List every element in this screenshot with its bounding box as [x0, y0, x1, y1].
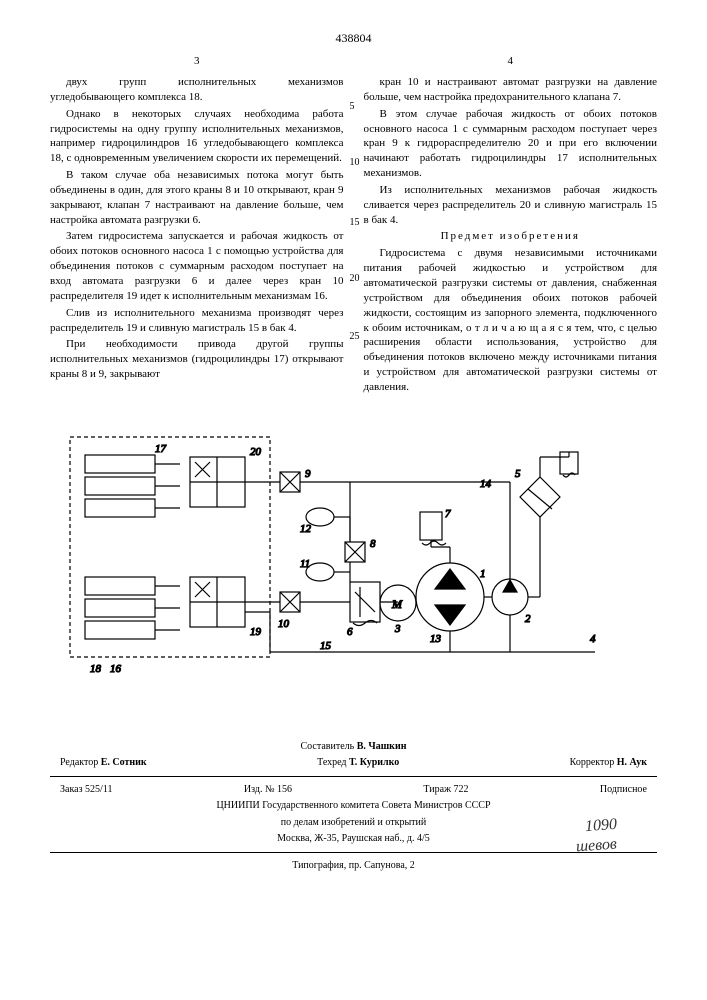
footer: Составитель В. Чашкин Редактор Е. Сотник…: [50, 740, 657, 873]
diagram-label: 18: [90, 663, 102, 675]
col-num-right: 4: [364, 54, 658, 69]
text-columns: 3 двух групп исполнительных механизмов у…: [50, 54, 657, 397]
compiler-label: Составитель: [301, 741, 355, 752]
diagram-label: 2: [525, 613, 531, 625]
line-number: 15: [350, 216, 360, 230]
paragraph: В таком случае оба независимых потока мо…: [50, 168, 344, 227]
typography: Типография, пр. Сапунова, 2: [50, 859, 657, 873]
corrector-label: Корректор: [570, 757, 615, 768]
diagram-label: 4: [590, 633, 596, 645]
line-number: 10: [350, 156, 360, 170]
org-address: Москва, Ж-35, Раушская наб., д. 4/5: [50, 832, 657, 846]
order-number: Заказ 525/11: [60, 783, 112, 797]
org-line-2: по делам изобретений и открытий: [50, 816, 657, 830]
section-title: Предмет изобретения: [364, 229, 658, 244]
diagram-label: 5: [515, 468, 521, 480]
diagram-label: 15: [320, 640, 332, 652]
right-column: 5 10 15 20 25 4 кран 10 и настраивают ав…: [364, 54, 658, 397]
left-column: 3 двух групп исполнительных механизмов у…: [50, 54, 344, 397]
diagram-label: 10: [278, 618, 290, 630]
diagram-label: 6: [347, 626, 353, 638]
izd-number: Изд. № 156: [244, 783, 292, 797]
diagram-label: 17: [155, 443, 167, 455]
editor-name: Е. Сотник: [101, 757, 147, 768]
diagram-label: 13: [430, 633, 442, 645]
compiler-name: В. Чашкин: [357, 741, 407, 752]
hydraulic-diagram: 18 16 17 20: [50, 417, 610, 697]
paragraph: В этом случае рабочая жидкость от обоих …: [364, 107, 658, 181]
paragraph: Однако в некоторых случаях необходима ра…: [50, 107, 344, 166]
diagram-label: 14: [480, 478, 492, 490]
org-line-1: ЦНИИПИ Государственного комитета Совета …: [50, 799, 657, 813]
paragraph: Гидросистема с двумя независимыми источн…: [364, 246, 658, 394]
techred-label: Техред: [317, 757, 346, 768]
paragraph: Слив из исполнительного механизма произв…: [50, 306, 344, 336]
paragraph: Из исполнительных механизмов рабочая жид…: [364, 183, 658, 228]
editor-label: Редактор: [60, 757, 98, 768]
handwritten-note: шевов: [575, 833, 617, 857]
corrector-name: Н. Аук: [617, 757, 647, 768]
line-number: 20: [350, 272, 360, 286]
diagram-label: 20: [250, 446, 262, 458]
diagram-label: М: [391, 597, 403, 611]
diagram-label: 1: [480, 568, 486, 580]
line-number: 5: [350, 100, 355, 114]
patent-number: 438804: [50, 30, 657, 46]
diagram-label: 19: [250, 626, 262, 638]
paragraph: кран 10 и настраивают автомат разгрузки …: [364, 75, 658, 105]
diagram-label: 11: [300, 558, 310, 570]
diagram-label: 3: [394, 623, 401, 635]
techred-name: Т. Курилко: [349, 757, 399, 768]
diagram-label: 8: [370, 538, 376, 550]
diagram-label: 9: [305, 468, 311, 480]
podpisnoe: Подписное: [600, 783, 647, 797]
tirazh: Тираж 722: [423, 783, 468, 797]
diagram-label: 16: [110, 663, 122, 675]
diagram-label: 12: [300, 523, 312, 535]
col-num-left: 3: [50, 54, 344, 69]
paragraph: двух групп исполнительных механизмов угл…: [50, 75, 344, 105]
paragraph: При необходимости привода другой группы …: [50, 337, 344, 382]
page: 438804 3 двух групп исполнительных механ…: [0, 0, 707, 895]
line-number: 25: [350, 330, 360, 344]
diagram-label: 7: [445, 508, 451, 520]
paragraph: Затем гидросистема запускается и рабочая…: [50, 229, 344, 303]
